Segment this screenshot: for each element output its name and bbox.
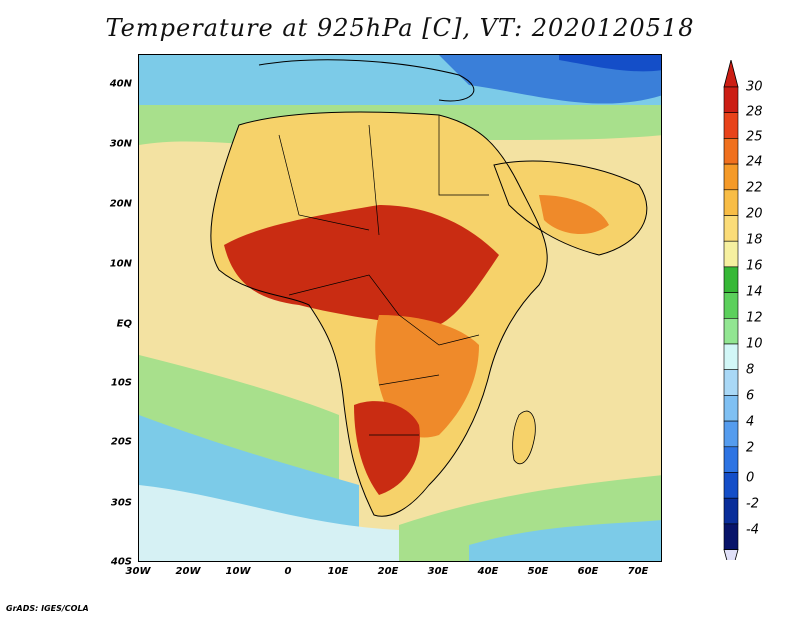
- ocean-south-cold-band: [139, 485, 399, 561]
- lat-tick: 20N: [109, 198, 132, 210]
- colorbar-segment: [723, 446, 739, 473]
- colorbar-bottom-arrow: [723, 549, 739, 560]
- lat-tick: 40N: [109, 78, 132, 90]
- colorbar-segment: [723, 163, 739, 191]
- colorbar-label: 2: [746, 440, 755, 456]
- colorbar-label: 30: [746, 79, 763, 95]
- lat-tick: 20S: [110, 436, 132, 448]
- lon-tick: 0: [284, 566, 292, 577]
- colorbar-label: 10: [746, 336, 763, 352]
- madagascar: [512, 410, 536, 465]
- colorbar-segment: [723, 112, 739, 139]
- lon-tick: 50E: [527, 566, 549, 577]
- europe-coastline: [258, 59, 475, 102]
- colorbar-label: -2: [746, 496, 759, 512]
- colorbar-label: 25: [746, 129, 763, 145]
- colorbar-segment: [723, 523, 739, 550]
- colorbar-segment: [723, 472, 739, 499]
- colorbar-label: 4: [746, 414, 755, 430]
- colorbar-segment: [723, 369, 739, 396]
- credit-text: GrADS: IGES/COLA: [6, 604, 89, 613]
- lon-tick: 70E: [627, 566, 649, 577]
- lat-tick: EQ: [116, 318, 132, 330]
- country-borders: [278, 115, 489, 436]
- lon-tick: 30E: [427, 566, 449, 577]
- central-africa-warm-zone: [375, 315, 479, 438]
- arabia-warm-zone: [539, 195, 609, 235]
- lon-tick: 20E: [377, 566, 399, 577]
- lon-tick: 40E: [477, 566, 499, 577]
- lat-tick: 40S: [110, 556, 132, 568]
- colorbar-segment: [723, 497, 739, 525]
- colorbar-label: 8: [746, 362, 755, 378]
- colorbar-segment: [723, 420, 739, 448]
- colorbar-label: 12: [746, 310, 763, 326]
- lat-tick: 10S: [110, 377, 132, 389]
- colorbar-segment: [723, 86, 739, 114]
- colorbar-segment: [723, 240, 739, 268]
- colorbar-segment: [723, 343, 739, 371]
- lat-tick: 30S: [110, 497, 132, 509]
- colorbar-label: 24: [746, 154, 763, 170]
- ocean-southern-indian-cool: [469, 520, 661, 561]
- map-panel: [138, 54, 662, 562]
- colder-north-region: [559, 55, 661, 72]
- colorbar-top-arrow: [723, 60, 739, 88]
- lon-tick: 20W: [175, 566, 201, 577]
- colorbar-label: 16: [746, 258, 763, 274]
- colorbar-label: 0: [746, 470, 755, 486]
- colorbar-label: 28: [746, 104, 763, 120]
- colorbar-segment: [723, 189, 739, 216]
- lon-tick: 10W: [225, 566, 251, 577]
- colorbar-segment: [723, 292, 739, 319]
- colorbar-segment: [723, 138, 739, 165]
- africa-coastline: [210, 111, 548, 517]
- lon-tick: 60E: [577, 566, 599, 577]
- colorbar-label: 22: [746, 180, 763, 196]
- lon-tick: 30W: [125, 566, 151, 577]
- temperature-map: [139, 55, 661, 561]
- colorbar-segment: [723, 317, 739, 345]
- colorbar-segment: [723, 395, 739, 422]
- colorbar-label: 20: [746, 206, 763, 222]
- lat-tick: 30N: [109, 138, 132, 150]
- lon-tick: 10E: [327, 566, 349, 577]
- lat-tick: 10N: [109, 258, 132, 270]
- sahel-hot-zone: [224, 205, 499, 325]
- colorbar-segment: [723, 215, 739, 242]
- colorbar: [723, 60, 739, 560]
- chart-title: Temperature at 925hPa [C], VT: 202012051…: [105, 14, 695, 42]
- colorbar-label: 6: [746, 388, 755, 404]
- colorbar-segment: [723, 266, 739, 293]
- southern-africa-hot-zone: [354, 401, 420, 495]
- arabia-coastline: [493, 160, 648, 256]
- colorbar-label: -4: [746, 522, 759, 538]
- colorbar-label: 18: [746, 232, 763, 248]
- colorbar-label: 14: [746, 284, 763, 300]
